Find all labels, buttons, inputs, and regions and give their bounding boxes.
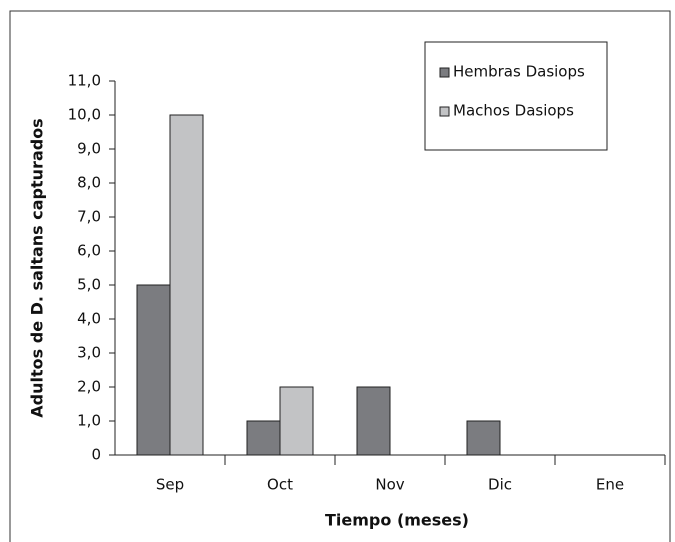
y-tick-label: 9,0 (77, 140, 101, 158)
legend-swatch (439, 67, 450, 78)
y-tick-label: 10,0 (68, 106, 101, 124)
y-tick-label: 4,0 (77, 310, 101, 328)
y-tick-label: 0 (91, 446, 101, 464)
x-tick-label: Sep (156, 476, 184, 494)
x-axis-label: Tiempo (meses) (325, 511, 469, 530)
y-axis-label: Adultos de D. saltans capturados (28, 118, 47, 417)
legend-label: Hembras Dasiops (453, 63, 585, 81)
y-tick-label: 6,0 (77, 242, 101, 260)
y-tick-label: 7,0 (77, 208, 101, 226)
bar (356, 386, 391, 456)
y-tick-label: 8,0 (77, 174, 101, 192)
x-tick-label: Nov (375, 476, 404, 494)
bar (466, 420, 501, 456)
y-tick-label: 11,0 (68, 72, 101, 90)
y-tick-label: 3,0 (77, 344, 101, 362)
bar (279, 386, 314, 456)
x-tick-label: Dic (488, 476, 512, 494)
bar (246, 420, 281, 456)
bar (169, 114, 204, 456)
x-tick-label: Ene (596, 476, 624, 494)
bar (136, 284, 171, 456)
y-tick-label: 2,0 (77, 378, 101, 396)
legend-label: Machos Dasiops (453, 102, 574, 120)
frame (9, 10, 671, 542)
legend-swatch (439, 106, 450, 117)
legend-box (424, 41, 608, 151)
y-tick-label: 1,0 (77, 412, 101, 430)
x-tick-label: Oct (267, 476, 293, 494)
y-tick-label: 5,0 (77, 276, 101, 294)
